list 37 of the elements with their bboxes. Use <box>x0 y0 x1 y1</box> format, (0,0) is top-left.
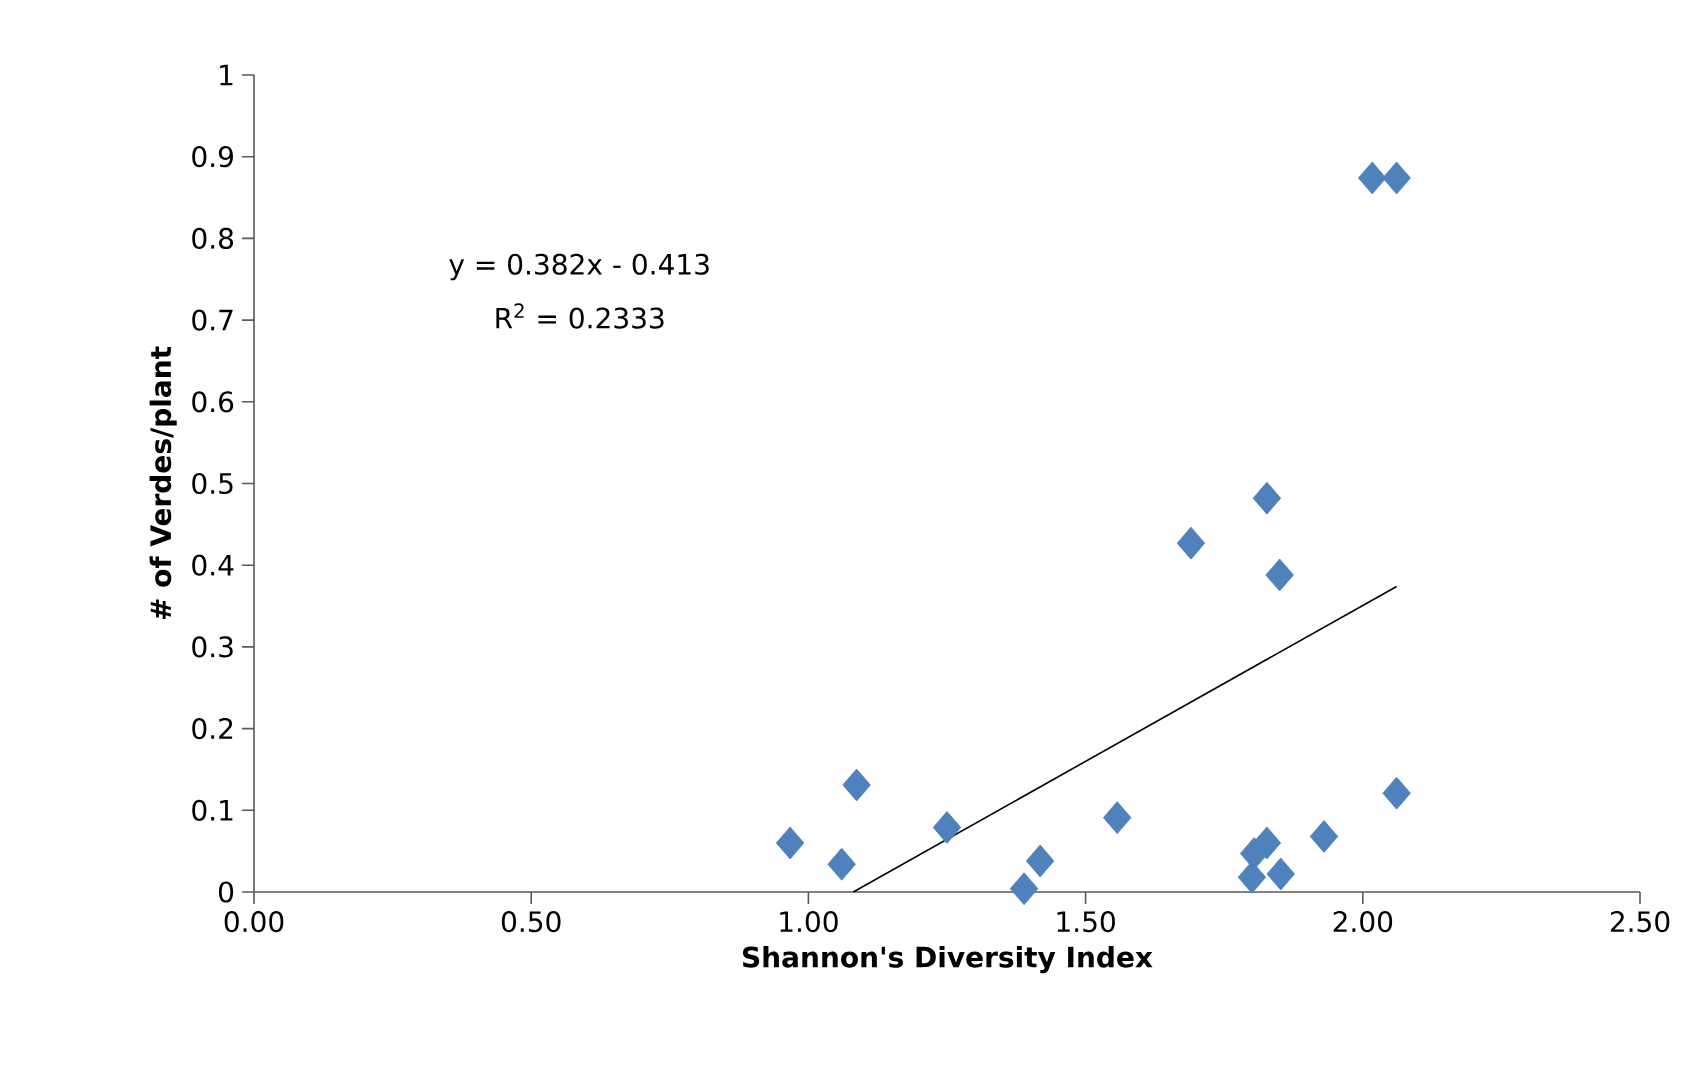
x-tick-label: 2.00 <box>1333 911 1393 933</box>
point <box>1382 161 1411 195</box>
x-tick-label: 0.00 <box>224 911 284 933</box>
point <box>1252 826 1282 860</box>
y-tick-label: 0.4 <box>192 554 234 576</box>
y-tick-label: 0.9 <box>192 146 233 168</box>
x-axis-title: Shannon's Diversity Index <box>743 945 1153 974</box>
x-tick-label: 1.00 <box>780 911 838 933</box>
y-tick-label: 0.7 <box>192 309 233 331</box>
point <box>827 847 856 881</box>
y-tick-label: 0.5 <box>192 472 233 495</box>
annotation: y = 0.382x - 0.413 <box>449 253 709 281</box>
point <box>932 811 962 844</box>
x-tick-label: 2.50 <box>1610 911 1670 933</box>
point <box>1309 820 1339 853</box>
point <box>1358 161 1387 195</box>
y-tick-label: 0.6 <box>192 391 234 413</box>
y-axis-title: # of Verdes/plant <box>149 346 177 620</box>
point <box>1009 872 1039 906</box>
x-tick-label: 1.50 <box>1057 911 1115 933</box>
point <box>775 826 805 860</box>
y-tick-label: 0.1 <box>192 799 233 821</box>
point <box>1265 558 1294 592</box>
y-tick-label: 0 <box>218 881 234 903</box>
y-tick-label: 1 <box>220 64 233 86</box>
point <box>1266 857 1295 891</box>
point <box>1176 526 1206 560</box>
point <box>1252 481 1282 515</box>
y-tick-label: 0.2 <box>192 717 233 740</box>
point <box>1382 776 1411 810</box>
x-tick-label: 0.50 <box>501 911 561 933</box>
point <box>1025 844 1055 878</box>
y-tick-label: 0.3 <box>192 636 233 658</box>
point <box>842 768 871 802</box>
y-tick-label: 0.8 <box>192 227 234 249</box>
point <box>1103 801 1132 835</box>
annotation: R$^{2}$ = 0.2333 <box>496 303 664 329</box>
